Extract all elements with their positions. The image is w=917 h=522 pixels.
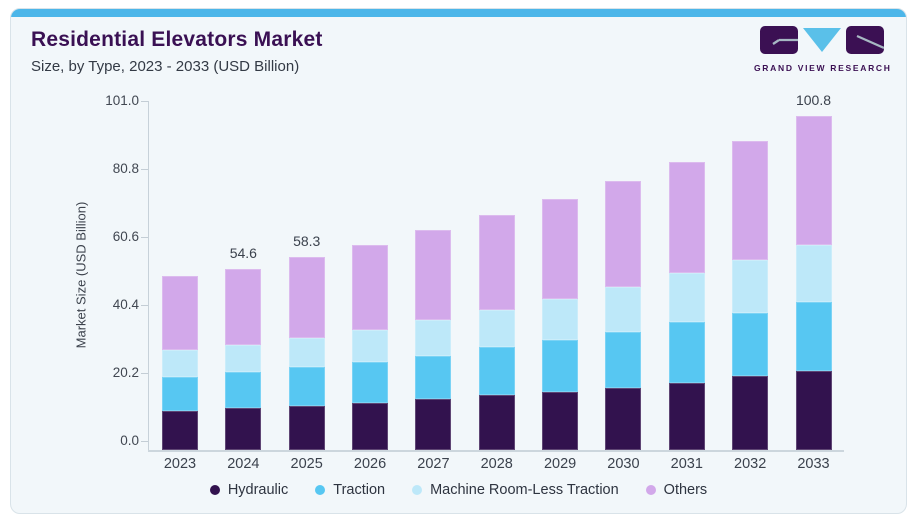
bar-segment-machine-room-less-traction-2024[interactable] bbox=[225, 344, 262, 373]
legend: Hydraulic Traction Machine Room-Less Tract… bbox=[11, 482, 906, 498]
bar-segment-others-2032[interactable] bbox=[732, 140, 769, 260]
bar-segment-machine-room-less-traction-2030[interactable] bbox=[605, 286, 642, 333]
bar-value-label-2025: 58.3 bbox=[293, 232, 321, 249]
x-tick-label-2026: 2026 bbox=[353, 456, 387, 472]
bar-segment-others-2031[interactable] bbox=[668, 161, 705, 274]
logo-g-slit bbox=[772, 38, 798, 45]
x-tick-label-2028: 2028 bbox=[480, 456, 513, 472]
bar-segment-others-2028[interactable] bbox=[478, 215, 515, 310]
bar-segment-hydraulic-2026[interactable] bbox=[352, 402, 389, 450]
bar-segment-traction-2025[interactable] bbox=[288, 367, 325, 406]
legend-label-machine-room-less-traction: Machine Room-Less Traction bbox=[430, 482, 619, 498]
bar-segment-hydraulic-2029[interactable] bbox=[542, 392, 579, 450]
y-tick-mark bbox=[141, 237, 148, 238]
y-tick-mark bbox=[141, 441, 148, 442]
bar-segment-traction-2026[interactable] bbox=[352, 361, 389, 403]
bar-segment-machine-room-less-traction-2032[interactable] bbox=[732, 259, 769, 314]
page-title: Residential Elevators Market bbox=[31, 28, 323, 51]
bar-segment-hydraulic-2032[interactable] bbox=[732, 376, 769, 450]
bar-segment-hydraulic-2031[interactable] bbox=[668, 383, 705, 450]
bar-segment-machine-room-less-traction-2033[interactable] bbox=[795, 245, 832, 303]
logo-r-slit bbox=[856, 34, 885, 50]
bar-segment-traction-2023[interactable] bbox=[162, 376, 198, 411]
bar-segment-traction-2031[interactable] bbox=[668, 322, 705, 384]
logo-wordmark: GRAND VIEW RESEARCH bbox=[754, 63, 892, 73]
page-subtitle: Size, by Type, 2023 - 2033 (USD Billion) bbox=[31, 58, 300, 75]
y-tick-label-0.0: 0.0 bbox=[120, 433, 139, 448]
x-tick-label-2027: 2027 bbox=[417, 456, 450, 472]
bar-segment-hydraulic-2025[interactable] bbox=[288, 405, 325, 450]
y-axis-line bbox=[148, 101, 149, 451]
legend-label-hydraulic: Hydraulic bbox=[227, 482, 289, 498]
legend-swatch-machine-room-less-traction bbox=[412, 485, 423, 495]
bar-segment-traction-2032[interactable] bbox=[732, 313, 769, 377]
x-tick-label-2024: 2024 bbox=[227, 456, 260, 472]
bar-segment-traction-2030[interactable] bbox=[605, 332, 642, 388]
bar-segment-hydraulic-2027[interactable] bbox=[415, 399, 452, 450]
y-tick-label-60.6: 60.6 bbox=[112, 229, 139, 244]
bar-value-label-2024: 54.6 bbox=[229, 245, 257, 262]
x-tick-label-2030: 2030 bbox=[607, 456, 640, 472]
y-tick-mark bbox=[141, 305, 148, 306]
bar-segment-hydraulic-2024[interactable] bbox=[225, 408, 262, 450]
legend-label-traction: Traction bbox=[333, 482, 386, 498]
x-tick-label-2025: 2025 bbox=[290, 456, 323, 472]
bar-segment-others-2023[interactable] bbox=[162, 276, 198, 351]
chart-card: Residential Elevators Market Size, by Ty… bbox=[10, 8, 907, 514]
x-tick-label-2033: 2033 bbox=[797, 456, 830, 472]
bar-segment-others-2027[interactable] bbox=[415, 230, 452, 320]
bar-segment-others-2033[interactable] bbox=[795, 116, 832, 246]
bar-value-label-2033: 100.8 bbox=[795, 92, 832, 109]
legend-swatch-others bbox=[645, 485, 656, 495]
x-axis-line bbox=[148, 450, 844, 452]
bar-segment-machine-room-less-traction-2023[interactable] bbox=[162, 350, 198, 377]
bar-segment-others-2030[interactable] bbox=[605, 180, 642, 287]
bar-segment-hydraulic-2030[interactable] bbox=[605, 387, 642, 450]
bar-segment-machine-room-less-traction-2029[interactable] bbox=[542, 299, 579, 340]
legend-item-hydraulic[interactable]: Hydraulic bbox=[209, 482, 289, 498]
chart-area: Market Size (USD Billion) 0.0 20.2 40.4 60.… bbox=[11, 9, 906, 513]
legend-swatch-traction bbox=[315, 485, 326, 495]
x-tick-label-2023: 2023 bbox=[163, 456, 197, 472]
bar-segment-machine-room-less-traction-2027[interactable] bbox=[415, 319, 452, 356]
logo-v-triangle bbox=[803, 28, 841, 52]
y-tick-mark bbox=[141, 169, 148, 170]
x-tick-label-2031: 2031 bbox=[670, 456, 703, 472]
legend-item-traction[interactable]: Traction bbox=[315, 482, 385, 498]
bar-segment-hydraulic-2023[interactable] bbox=[162, 410, 198, 450]
y-tick-label-101.0: 101.0 bbox=[105, 93, 139, 108]
legend-swatch-hydraulic bbox=[209, 485, 220, 495]
x-tick-label-2029: 2029 bbox=[543, 456, 577, 472]
y-tick-label-40.4: 40.4 bbox=[112, 297, 139, 312]
gvr-logo-marks bbox=[760, 26, 885, 54]
bar-segment-machine-room-less-traction-2025[interactable] bbox=[288, 338, 325, 368]
x-tick-label-2032: 2032 bbox=[734, 456, 767, 472]
bar-segment-others-2029[interactable] bbox=[542, 199, 579, 300]
legend-item-others[interactable]: Others bbox=[645, 482, 708, 498]
gvr-logo: GRAND VIEW RESEARCH bbox=[754, 25, 890, 73]
bar-segment-others-2026[interactable] bbox=[352, 244, 389, 331]
bar-segment-traction-2024[interactable] bbox=[225, 372, 262, 409]
y-tick-label-20.2: 20.2 bbox=[112, 365, 139, 380]
bar-segment-others-2025[interactable] bbox=[288, 256, 325, 338]
y-tick-label-80.8: 80.8 bbox=[112, 161, 139, 176]
y-tick-mark bbox=[141, 373, 148, 374]
card-top-stripe bbox=[11, 9, 906, 17]
bar-segment-traction-2027[interactable] bbox=[415, 355, 452, 400]
bar-segment-hydraulic-2028[interactable] bbox=[478, 394, 515, 450]
bar-segment-traction-2033[interactable] bbox=[795, 302, 832, 372]
legend-label-others: Others bbox=[663, 482, 708, 498]
bar-segment-traction-2028[interactable] bbox=[478, 347, 515, 395]
bar-segment-hydraulic-2033[interactable] bbox=[795, 371, 832, 450]
y-axis-title: Market Size (USD Billion) bbox=[73, 201, 89, 349]
bar-segment-machine-room-less-traction-2031[interactable] bbox=[668, 273, 705, 323]
bar-segment-traction-2029[interactable] bbox=[542, 340, 579, 393]
legend-item-machine-room-less-traction[interactable]: Machine Room-Less Traction bbox=[412, 482, 619, 498]
bar-segment-machine-room-less-traction-2028[interactable] bbox=[478, 309, 515, 348]
y-tick-mark bbox=[141, 101, 148, 102]
bar-segment-others-2024[interactable] bbox=[225, 269, 262, 345]
bar-segment-machine-room-less-traction-2026[interactable] bbox=[352, 330, 389, 362]
